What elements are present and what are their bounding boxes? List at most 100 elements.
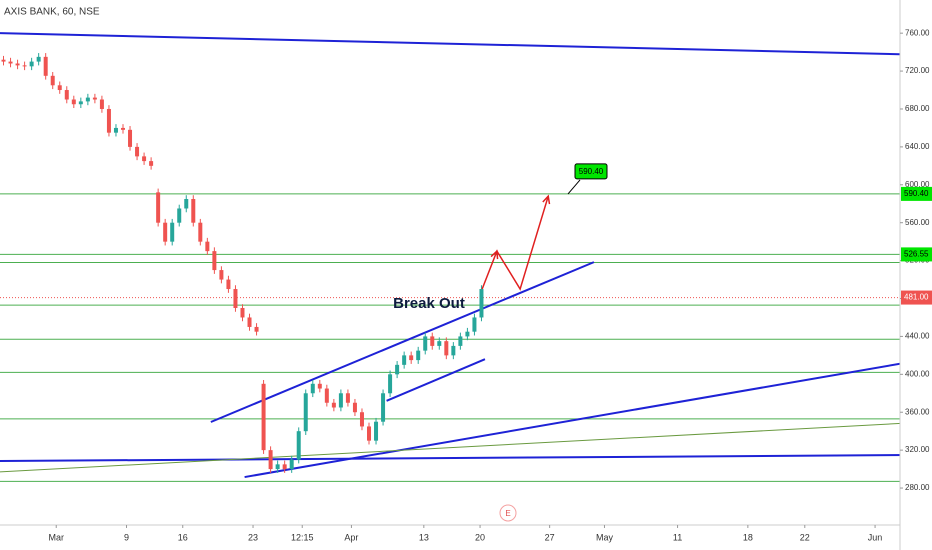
y-tick-label: 680.00 [905, 104, 930, 113]
candle-body [15, 63, 20, 66]
x-tick-label: 18 [743, 532, 753, 542]
x-tick-label: Apr [344, 532, 358, 542]
candle-body [191, 199, 196, 223]
x-tick-label: 27 [545, 532, 555, 542]
x-tick-label: 22 [800, 532, 810, 542]
candle-body [240, 307, 245, 318]
arrow-head [490, 249, 499, 260]
y-tick-label: 640.00 [905, 142, 930, 151]
candle-body [388, 374, 393, 394]
candle-body [57, 85, 62, 91]
candle-body [29, 61, 34, 67]
y-tick-label: 360.00 [905, 407, 930, 416]
candle-body [367, 426, 372, 441]
y-tick-label: 280.00 [905, 483, 930, 492]
candle-body [106, 108, 111, 133]
x-tick-label: Mar [48, 532, 64, 542]
candle-body [458, 336, 463, 346]
candle-body [479, 289, 484, 318]
candle-body [275, 464, 280, 470]
trendline [386, 358, 486, 402]
candle-body [212, 251, 217, 271]
candle-body [135, 146, 140, 157]
candle-body [451, 345, 456, 356]
y-axis-panel [900, 0, 932, 550]
candle-body [317, 383, 322, 389]
candle-body [43, 56, 48, 76]
price-label: 590.40 [904, 189, 929, 198]
trendline [0, 453, 932, 463]
candle-body [149, 161, 154, 166]
candle-body [430, 336, 435, 346]
y-tick-label: 560.00 [905, 218, 930, 227]
candle-body [268, 450, 273, 470]
candle-body [359, 412, 364, 427]
last-price-box [901, 290, 932, 305]
candle-body [92, 97, 97, 100]
y-tick-label: 600.00 [905, 180, 930, 189]
candle-body [64, 90, 69, 100]
candle-body [128, 129, 133, 147]
candle-body [395, 364, 400, 375]
candle-body [416, 350, 421, 361]
candle-body [50, 75, 55, 86]
candle-body [198, 222, 203, 242]
candle-body [170, 222, 175, 242]
x-tick-label: 20 [475, 532, 485, 542]
arrow-head [542, 194, 551, 205]
candle-body [142, 156, 147, 162]
candle-body [296, 431, 301, 460]
x-tick-label: 16 [178, 532, 188, 542]
candle-body [444, 341, 449, 356]
candle-body [374, 421, 379, 441]
y-tick-label: 760.00 [905, 28, 930, 37]
candle-body [261, 383, 266, 451]
annotation: Break Out [393, 295, 465, 312]
candle-body [381, 393, 386, 422]
candle-body [437, 341, 442, 346]
candle-body [121, 127, 126, 130]
x-tick-label: 11 [673, 532, 682, 542]
last-price-label: 481.00 [904, 293, 929, 302]
x-tick-label: May [596, 532, 614, 542]
trendline [244, 357, 932, 479]
candle-body [205, 241, 210, 252]
candle-body [423, 336, 428, 351]
candle-body [331, 402, 336, 408]
candle-body [310, 383, 315, 394]
y-tick-label: 400.00 [905, 369, 930, 378]
candle-body [324, 388, 329, 403]
candle-body [22, 65, 27, 67]
candle-body [247, 317, 252, 327]
candle-body [99, 99, 104, 109]
forecast-path [481, 195, 549, 291]
candle-body [282, 464, 287, 470]
y-tick-label: 440.00 [905, 332, 930, 341]
candle-body [219, 270, 224, 280]
trendline [210, 261, 595, 423]
candle-body [409, 355, 414, 361]
candle-body [402, 355, 407, 365]
candle-body [345, 393, 350, 403]
candle-body [303, 393, 308, 432]
candle-body [233, 289, 238, 308]
candle-body [85, 97, 90, 102]
y-tick-label: 720.00 [905, 66, 930, 75]
callout-box [574, 163, 608, 180]
candle-body [472, 317, 477, 332]
candle-body [177, 208, 182, 223]
x-tick-label: Jun [868, 532, 883, 542]
trendline [0, 32, 932, 56]
candle-body [8, 61, 13, 64]
candle-body [254, 326, 259, 332]
price-label: 526.55 [904, 250, 929, 259]
candle-body [352, 402, 357, 413]
callout-pointer [567, 179, 581, 195]
candle-body [156, 192, 161, 223]
candle-body [163, 222, 168, 242]
chart-title: AXIS BANK, 60, NSE [4, 7, 100, 18]
price-label-box [901, 247, 932, 262]
candle-body [338, 393, 343, 408]
